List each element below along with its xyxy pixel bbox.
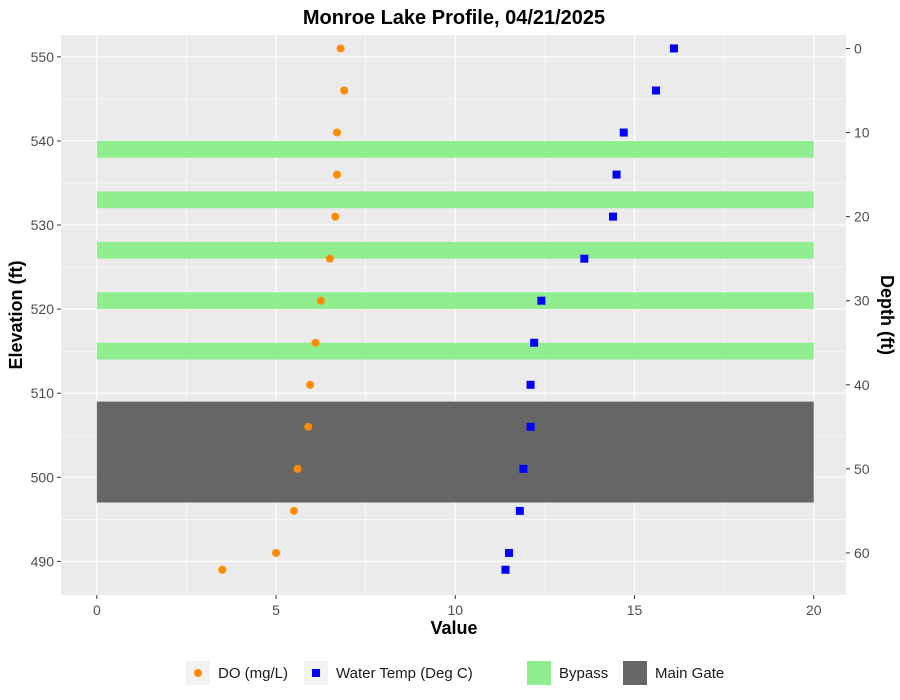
do-point [331, 212, 340, 221]
do-point [293, 464, 302, 473]
water-temp-point [526, 422, 535, 431]
plot-panel [61, 35, 846, 595]
y-tick-label: 510 [31, 385, 55, 401]
main-gate-band [96, 401, 814, 503]
y-axis-title: Elevation (ft) [6, 260, 26, 369]
band-layer [96, 140, 814, 503]
y2-tick-label: 0 [854, 40, 862, 56]
y-tick-label: 520 [31, 301, 55, 317]
bypass-band [96, 191, 814, 209]
legend-label-water-temp: Water Temp (Deg C) [336, 665, 473, 682]
legend: DO (mg/L) Water Temp (Deg C) Bypass Main Ga… [186, 661, 724, 685]
y2-tick-label: 10 [854, 125, 870, 141]
legend-label-main-gate: Main Gate [655, 665, 724, 682]
water-temp-point [501, 565, 510, 574]
water-temp-point [580, 254, 589, 263]
water-temp-point [505, 548, 514, 557]
do-point [218, 565, 227, 574]
water-temp-point [515, 506, 524, 515]
do-point [325, 254, 334, 263]
point-layer [218, 44, 678, 574]
do-point [340, 86, 349, 95]
do-point [336, 44, 345, 53]
y2-tick-label: 20 [854, 209, 870, 225]
y2-tick-label: 30 [854, 293, 870, 309]
legend-label-do: DO (mg/L) [218, 665, 288, 682]
legend-key-bypass [527, 661, 551, 685]
water-temp-point [609, 212, 618, 221]
legend-key-main-gate [623, 661, 647, 685]
water-temp-point [619, 128, 628, 137]
bypass-band [96, 241, 814, 259]
x-axis-title: Value [430, 618, 477, 638]
do-point [272, 548, 281, 557]
x-tick-label: 15 [627, 602, 643, 618]
water-temp-point [652, 86, 661, 95]
water-temp-point [526, 380, 535, 389]
chart-title: Monroe Lake Profile, 04/21/2025 [303, 7, 605, 29]
water-temp-point [537, 296, 546, 305]
y2-axis-title: Depth (ft) [877, 275, 897, 355]
do-point [311, 338, 320, 347]
do-point [316, 296, 325, 305]
y2-tick-label: 40 [854, 377, 870, 393]
do-point [304, 422, 313, 431]
y-tick-label: 550 [31, 49, 55, 65]
legend-key-water-temp [312, 669, 320, 677]
bypass-band [96, 140, 814, 158]
y-tick-label: 540 [31, 133, 55, 149]
y-tick-label: 500 [31, 469, 55, 485]
y2-tick-label: 60 [854, 545, 870, 561]
legend-key-do [194, 669, 202, 677]
do-point [289, 506, 298, 515]
x-tick-label: 0 [93, 602, 101, 618]
x-tick-label: 10 [448, 602, 464, 618]
y-tick-label: 490 [31, 553, 55, 569]
water-temp-point [519, 464, 528, 473]
water-temp-point [669, 44, 678, 53]
y-tick-label: 530 [31, 217, 55, 233]
water-temp-point [530, 338, 539, 347]
bypass-band [96, 342, 814, 360]
do-point [333, 128, 342, 137]
do-point [333, 170, 342, 179]
y2-tick-label: 50 [854, 461, 870, 477]
x-tick-label: 5 [272, 602, 280, 618]
legend-label-bypass: Bypass [559, 665, 608, 682]
x-tick-label: 20 [806, 602, 822, 618]
axis-layer: 0 5 10 15 2049050051052053054055001020304050… [31, 40, 870, 618]
water-temp-point [612, 170, 621, 179]
do-point [306, 380, 315, 389]
bypass-band [96, 292, 814, 310]
